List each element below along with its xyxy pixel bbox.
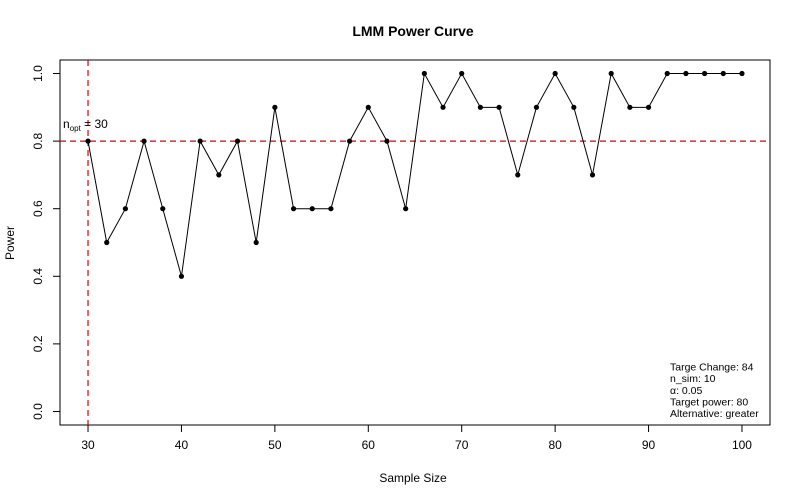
data-point — [608, 70, 614, 77]
data-point — [683, 70, 689, 77]
power-series — [85, 70, 745, 279]
data-point — [552, 70, 558, 77]
data-point — [122, 206, 128, 212]
x-tick-label: 30 — [81, 438, 95, 452]
data-point — [104, 239, 110, 246]
data-point — [515, 172, 521, 178]
data-point — [664, 70, 670, 77]
info-line: Alternative: greater — [670, 408, 759, 420]
data-point — [496, 104, 502, 110]
y-tick-label: 1.0 — [31, 65, 45, 82]
data-point — [589, 172, 596, 178]
x-axis-label: Sample Size — [379, 471, 447, 485]
x-tick-label: 90 — [642, 438, 656, 452]
y-tick-label: 0.8 — [31, 132, 45, 149]
info-line: Target power: 80 — [670, 396, 748, 408]
x-tick-label: 60 — [362, 438, 376, 452]
data-point — [272, 104, 278, 110]
data-point — [477, 104, 483, 110]
y-tick-label: 0.2 — [31, 335, 45, 352]
data-point — [216, 172, 222, 178]
data-point — [197, 138, 203, 144]
data-point — [160, 206, 166, 212]
data-point — [533, 104, 540, 110]
data-point — [309, 206, 315, 212]
info-line: n_sim: 10 — [670, 373, 716, 385]
reference-lines — [60, 60, 770, 425]
n-opt-annotation: nopt = 30 — [63, 117, 108, 133]
data-point — [571, 104, 577, 110]
data-point — [440, 104, 446, 110]
x-tick-label: 80 — [548, 438, 562, 452]
n-opt-subscript: opt — [70, 124, 82, 133]
data-point — [365, 104, 371, 110]
x-tick-label: 100 — [732, 438, 752, 452]
data-point — [141, 138, 147, 144]
data-point — [627, 104, 633, 110]
info-line: Targe Change: 84 — [670, 362, 754, 374]
plot-frame — [59, 59, 771, 426]
info-line: α: 0.05 — [670, 385, 703, 397]
data-point — [459, 70, 465, 77]
data-point — [739, 70, 745, 77]
data-point — [421, 70, 427, 77]
y-axis: 0.0 0.2 0.4 0.6 0.8 1.0 — [31, 65, 60, 420]
data-point — [720, 70, 726, 77]
data-point — [384, 138, 390, 144]
x-tick-label: 40 — [175, 438, 189, 452]
y-tick-label: 0.0 — [31, 403, 45, 420]
data-point — [234, 138, 241, 144]
data-point — [290, 206, 297, 212]
x-axis: 30 40 50 60 70 80 90 100 — [81, 425, 752, 452]
data-point — [403, 206, 409, 212]
data-point — [645, 104, 652, 110]
data-point — [328, 206, 334, 212]
data-point — [253, 239, 259, 246]
chart-title: LMM Power Curve — [352, 23, 474, 39]
data-point — [85, 138, 91, 144]
y-tick-label: 0.6 — [31, 200, 45, 217]
y-tick-label: 0.4 — [31, 268, 45, 285]
data-point — [702, 70, 708, 77]
x-tick-label: 50 — [268, 438, 282, 452]
data-point — [178, 273, 185, 279]
x-tick-label: 70 — [455, 438, 469, 452]
y-axis-label: Power — [3, 226, 17, 260]
n-opt-value: = 30 — [81, 117, 108, 131]
series-line — [87, 71, 742, 277]
n-opt-main: n — [63, 117, 70, 131]
data-point — [347, 138, 353, 144]
